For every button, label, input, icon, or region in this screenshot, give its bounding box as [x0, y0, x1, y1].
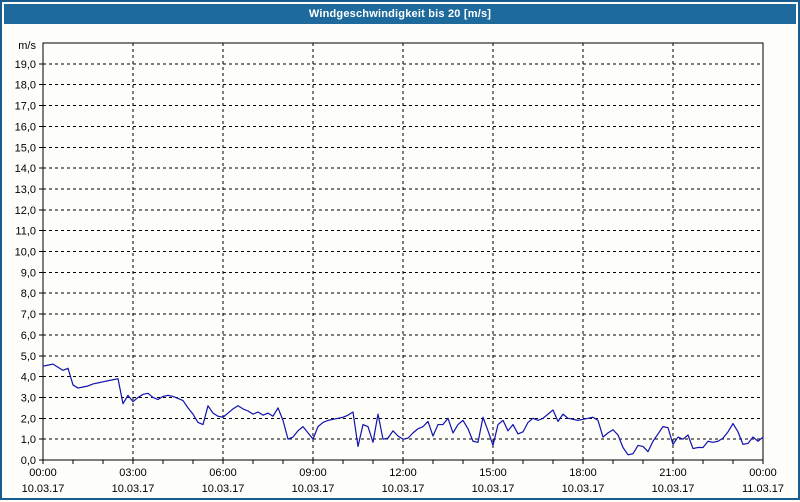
x-time-label: 21:00: [659, 467, 687, 479]
y-tick-label: 16,0: [15, 121, 36, 133]
x-date-label: 10.03.17: [202, 483, 245, 495]
chart-title-bar: Windgeschwindigkeit bis 20 [m/s]: [4, 4, 796, 24]
x-date-label: 10.03.17: [382, 483, 425, 495]
y-tick-label: 2,0: [21, 413, 36, 425]
y-tick-label: 9,0: [21, 267, 36, 279]
y-tick-label: 8,0: [21, 288, 36, 300]
x-date-label: 10.03.17: [652, 483, 695, 495]
y-tick-label: 14,0: [15, 163, 36, 175]
x-time-label: 09:00: [299, 467, 327, 479]
y-tick-label: 6,0: [21, 330, 36, 342]
y-tick-label: 19,0: [15, 59, 36, 71]
y-tick-label: 0,0: [21, 455, 36, 467]
y-axis-unit-label: m/s: [18, 40, 36, 52]
x-date-label: 10.03.17: [562, 483, 605, 495]
y-tick-label: 17,0: [15, 101, 36, 113]
x-time-label: 15:00: [479, 467, 507, 479]
y-tick-label: 12,0: [15, 205, 36, 217]
x-time-label: 00:00: [749, 467, 777, 479]
y-tick-label: 18,0: [15, 80, 36, 92]
x-date-label: 10.03.17: [22, 483, 65, 495]
x-date-label: 10.03.17: [472, 483, 515, 495]
y-tick-label: 13,0: [15, 184, 36, 196]
y-tick-label: 10,0: [15, 247, 36, 259]
y-tick-label: 4,0: [21, 372, 36, 384]
y-tick-label: 7,0: [21, 309, 36, 321]
y-tick-label: 11,0: [15, 226, 36, 238]
x-date-label: 10.03.17: [292, 483, 335, 495]
x-time-label: 03:00: [119, 467, 147, 479]
x-time-label: 06:00: [209, 467, 237, 479]
x-time-label: 00:00: [29, 467, 57, 479]
chart-title: Windgeschwindigkeit bis 20 [m/s]: [308, 8, 492, 20]
x-date-label: 10.03.17: [112, 483, 155, 495]
y-tick-label: 5,0: [21, 351, 36, 363]
y-tick-label: 1,0: [21, 434, 36, 446]
x-time-label: 18:00: [569, 467, 597, 479]
x-time-label: 12:00: [389, 467, 417, 479]
y-tick-label: 3,0: [21, 392, 36, 404]
y-tick-label: 15,0: [15, 142, 36, 154]
series-line: [42, 363, 764, 456]
x-date-label: 11.03.17: [742, 483, 784, 495]
